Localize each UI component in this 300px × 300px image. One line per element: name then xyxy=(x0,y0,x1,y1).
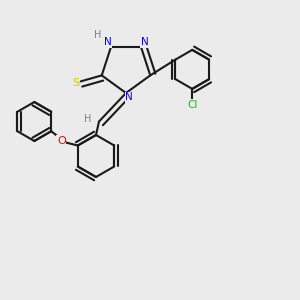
Text: Cl: Cl xyxy=(187,100,197,110)
Text: H: H xyxy=(94,31,101,40)
Text: N: N xyxy=(103,38,111,47)
Text: N: N xyxy=(141,38,148,47)
Text: N: N xyxy=(125,92,133,103)
Text: S: S xyxy=(72,78,79,88)
Text: H: H xyxy=(84,114,92,124)
Text: O: O xyxy=(57,136,66,146)
